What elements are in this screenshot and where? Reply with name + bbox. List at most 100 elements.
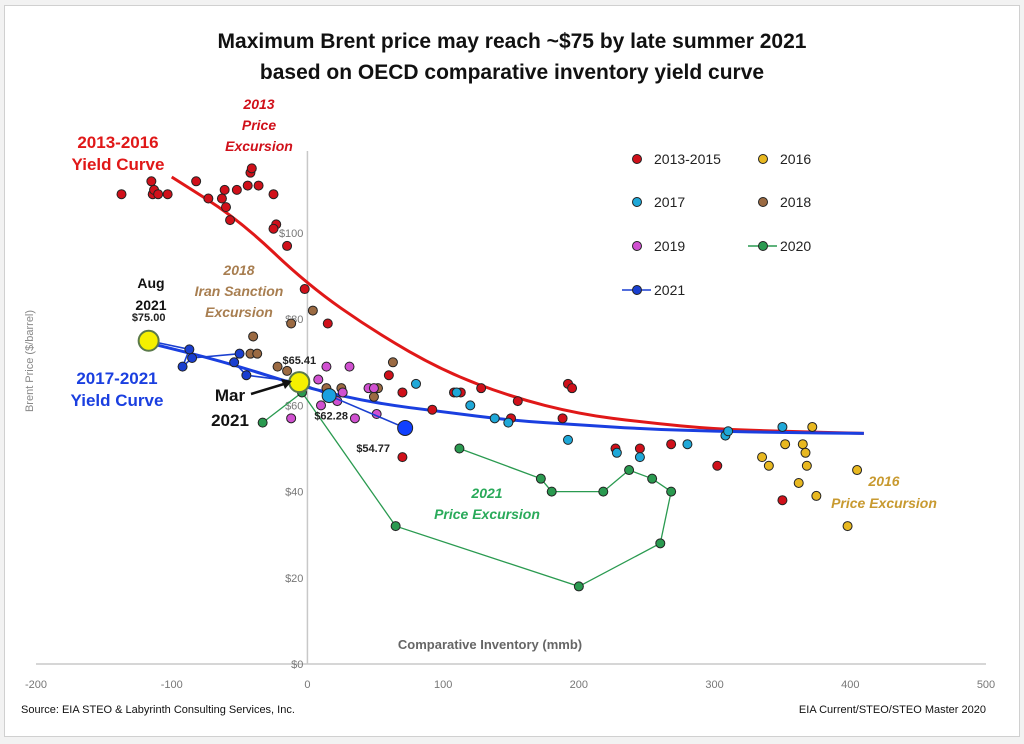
data-point <box>322 318 333 329</box>
data-point <box>503 417 514 428</box>
legend-marker-icon <box>758 241 768 251</box>
y-axis-label: Brent Price ($/barrel) <box>24 310 36 412</box>
annotation-line: 2018 <box>222 262 254 278</box>
legend-item-2020: 2020 <box>748 238 811 254</box>
data-point <box>116 189 127 200</box>
y-tick-label: $40 <box>285 487 303 499</box>
x-tick-label: 100 <box>434 679 452 691</box>
data-point <box>611 447 622 458</box>
chart-title: Maximum Brent price may reach ~$75 by la… <box>218 30 807 53</box>
data-point <box>337 387 348 398</box>
y-tick-label: $20 <box>285 573 303 585</box>
data-point <box>451 387 462 398</box>
data-point <box>634 443 645 454</box>
data-point <box>465 400 476 411</box>
scatter-chart: Maximum Brent price may reach ~$75 by la… <box>21 30 995 716</box>
data-point <box>187 352 198 363</box>
annotation-2021-price-excursion: 2021 Price Excursion <box>434 485 540 522</box>
legend-marker-icon <box>632 154 642 164</box>
legend: 2013-2015 2016 2017 2018 2019 2020 2021 <box>622 151 811 298</box>
annotation-line: Yield Curve <box>71 391 164 410</box>
data-point <box>655 538 666 549</box>
legend-label: 2016 <box>780 151 811 167</box>
annotation-aug-2021: Aug 2021 <box>135 275 166 313</box>
series-2016 <box>757 421 863 532</box>
data-point <box>807 421 818 432</box>
data-point <box>793 477 804 488</box>
price-label: $54.77 <box>356 443 390 455</box>
data-point <box>800 447 811 458</box>
data-point <box>411 378 421 389</box>
legend-item-2016: 2016 <box>758 151 811 167</box>
data-point <box>647 473 658 484</box>
data-point <box>489 413 500 424</box>
annotation-2016-price-excursion: 2016 Price Excursion <box>831 473 937 511</box>
data-point <box>780 439 791 450</box>
data-point <box>723 426 734 437</box>
series-2017 <box>411 378 788 463</box>
data-point <box>368 391 379 402</box>
data-point <box>272 361 283 372</box>
point-labels: $75.00 $65.41 $62.28 $54.77 <box>132 312 390 455</box>
data-point <box>757 452 768 463</box>
legend-label: 2013-2015 <box>654 151 721 167</box>
x-tick-label: 200 <box>570 679 588 691</box>
y-tick-label: $0 <box>291 659 303 671</box>
yield-curves <box>148 175 864 435</box>
annotation-line: 2013 <box>242 96 274 112</box>
data-point <box>231 184 242 195</box>
source-note: Source: EIA STEO & Labyrinth Consulting … <box>21 704 295 716</box>
data-point <box>535 473 546 484</box>
data-point <box>219 184 230 195</box>
data-point <box>349 413 360 424</box>
price-label: $62.28 <box>314 411 348 423</box>
series-2019 <box>286 361 382 424</box>
data-point <box>146 176 157 187</box>
data-point <box>563 434 573 445</box>
data-point <box>246 163 257 174</box>
x-tick-label: 300 <box>705 679 723 691</box>
annotation-line: Price Excursion <box>434 506 540 522</box>
data-point <box>852 465 863 476</box>
series-2020 <box>257 387 677 592</box>
data-point <box>321 388 337 404</box>
legend-marker-icon <box>632 285 642 295</box>
x-tick-label: -100 <box>161 679 183 691</box>
data-point <box>842 521 853 532</box>
data-point <box>242 180 253 191</box>
data-point <box>387 357 398 368</box>
annotation-line: 2021 <box>470 485 502 501</box>
arrow-head <box>281 379 292 389</box>
data-point <box>666 439 677 450</box>
data-point <box>682 439 693 450</box>
x-tick-label: 400 <box>841 679 859 691</box>
data-point <box>137 329 160 352</box>
legend-label: 2019 <box>654 238 685 254</box>
x-axis-label: Comparative Inventory (mmb) <box>398 637 582 652</box>
annotation-line: 2021 <box>135 297 166 313</box>
legend-label: 2021 <box>654 282 685 298</box>
data-point <box>512 396 523 407</box>
data-point <box>797 439 808 450</box>
annotation-mar-2021: Mar 2021 <box>211 386 249 430</box>
file-path-note: EIA Current/STEO/STEO Master 2020 <box>799 704 986 716</box>
annotation-line: Mar <box>215 386 246 405</box>
annotation-2017-2021-yield-curve: 2017-2021 Yield Curve <box>71 369 164 410</box>
series-2013-2015 <box>116 163 788 506</box>
data-point <box>299 284 310 295</box>
data-point <box>177 361 188 372</box>
annotation-2013-price-excursion: 2013 Price Excursion <box>225 96 293 154</box>
x-tick-label: 0 <box>304 679 310 691</box>
data-point <box>286 318 297 329</box>
data-point <box>383 370 394 381</box>
data-point <box>282 365 293 376</box>
data-point <box>203 193 214 204</box>
data-point <box>153 189 164 200</box>
yield-curve-2013-2016 <box>170 175 864 435</box>
annotation-line: 2016 <box>867 473 899 489</box>
legend-item-2013-2015: 2013-2015 <box>632 151 721 167</box>
annotation-2018-iran-sanction-excursion: 2018 Iran Sanction Excursion <box>195 262 284 320</box>
data-point <box>253 180 264 191</box>
data-point <box>567 383 578 394</box>
